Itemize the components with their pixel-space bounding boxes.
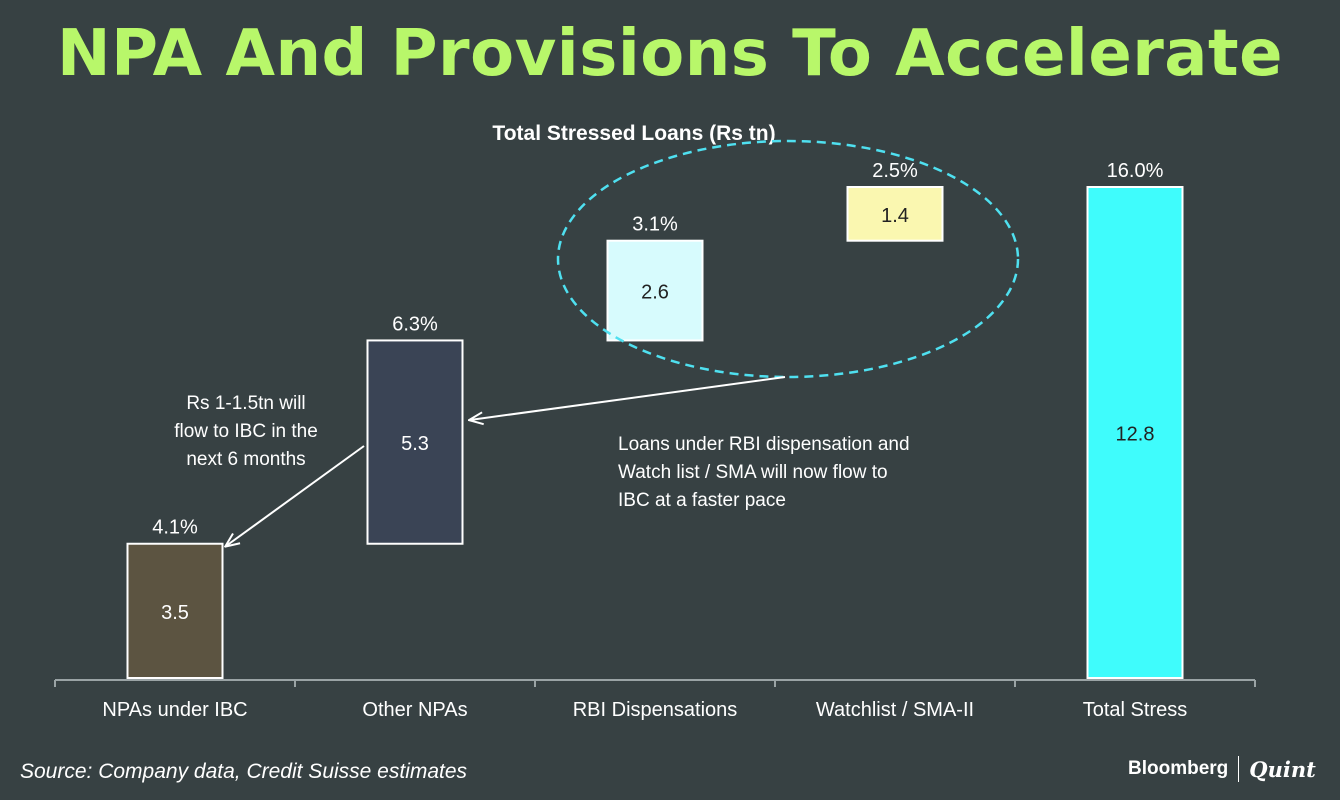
x-tick-label: RBI Dispensations	[573, 699, 738, 721]
highlight-ellipse	[556, 139, 1020, 379]
arrow-rbi-to-other-npas	[470, 376, 786, 420]
annotation-rbi-flow-line: Loans under RBI dispensation and	[618, 434, 910, 455]
x-tick-label: NPAs under IBC	[102, 699, 247, 721]
annotation-ibc-flow-line: Rs 1-1.5tn will	[186, 393, 305, 414]
bar-percent-label: 16.0%	[1107, 160, 1164, 182]
annotation-ibc-flow-line: next 6 months	[186, 449, 305, 470]
brand-bloomberg: Bloomberg	[1128, 758, 1229, 779]
x-tick-label: Total Stress	[1083, 699, 1187, 721]
arrow-other-npas-to-ibc	[226, 445, 365, 546]
bar-percent-label: 3.1%	[632, 214, 678, 236]
bar-value-label: 2.6	[641, 282, 669, 304]
bar-watchlist-sma-ii	[846, 186, 944, 242]
bar-value-label: 12.8	[1116, 424, 1155, 446]
page-title: NPA And Provisions To Accelerate	[57, 17, 1283, 91]
bar-value-label: 1.4	[881, 205, 909, 227]
x-tick-label: Watchlist / SMA-II	[816, 699, 974, 721]
brand-logo: Bloomberg Quint	[1128, 756, 1316, 782]
x-tick-label: Other NPAs	[362, 699, 467, 721]
bar-value-label: 3.5	[161, 602, 189, 624]
bar-rbi-dispensations	[606, 239, 704, 342]
annotation-ibc-flow-line: flow to IBC in the	[174, 421, 318, 442]
bar-percent-label: 2.5%	[872, 160, 918, 182]
bar-value-label: 5.3	[401, 433, 429, 455]
bar-percent-label: 6.3%	[392, 313, 438, 335]
brand-quint: Quint	[1249, 756, 1316, 782]
bar-total-stress	[1086, 186, 1184, 679]
bar-other-npas	[366, 339, 464, 545]
chart-title: Total Stressed Loans (Rs tn)	[492, 122, 775, 145]
annotation-rbi-flow-line: IBC at a faster pace	[618, 490, 786, 511]
bar-percent-label: 4.1%	[152, 517, 198, 539]
source-note: Source: Company data, Credit Suisse esti…	[20, 760, 468, 783]
bar-npas-under-ibc	[126, 542, 224, 679]
annotation-rbi-flow-line: Watch list / SMA will now flow to	[618, 462, 888, 483]
brand-divider	[1238, 756, 1240, 782]
